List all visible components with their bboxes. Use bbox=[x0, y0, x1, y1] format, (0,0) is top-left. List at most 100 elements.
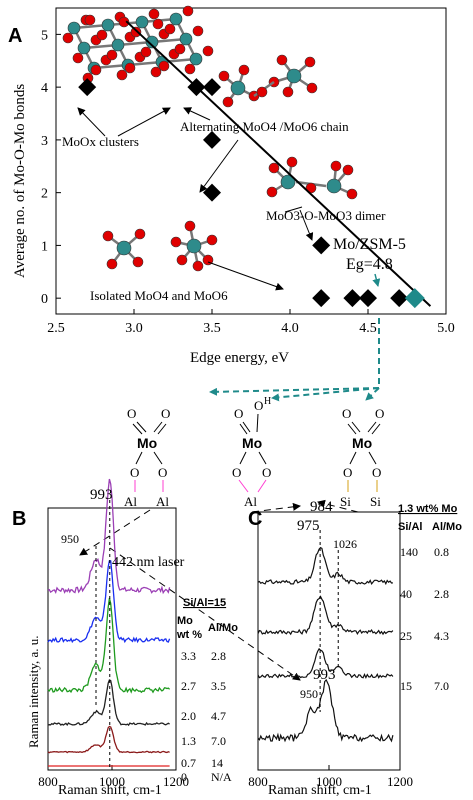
annotation-clusters: MoOx clusters bbox=[62, 134, 139, 149]
peak-label-950-c: 950 bbox=[300, 687, 318, 701]
svg-text:Mo: Mo bbox=[242, 435, 262, 451]
x-tick-label-c: 800 bbox=[248, 774, 268, 789]
x-axis-label-c: Raman shift, cm-1 bbox=[268, 783, 372, 798]
svg-text:O: O bbox=[232, 465, 241, 480]
atom bbox=[189, 52, 203, 66]
atom bbox=[140, 46, 152, 58]
svg-text:O: O bbox=[342, 406, 351, 421]
atom bbox=[276, 54, 288, 66]
atom bbox=[67, 21, 81, 35]
atom bbox=[202, 45, 214, 57]
spectrum-b bbox=[47, 725, 170, 754]
atom bbox=[304, 56, 316, 68]
dimer-structure bbox=[266, 156, 358, 200]
atom bbox=[186, 238, 202, 254]
x-axis-label-a: Edge energy, eV bbox=[190, 350, 289, 366]
svg-text:Al: Al bbox=[156, 494, 169, 509]
atom bbox=[342, 164, 354, 176]
atom bbox=[179, 32, 193, 46]
spectrum-b bbox=[47, 679, 170, 727]
si-al-value: 25 bbox=[400, 629, 412, 643]
atom bbox=[286, 68, 302, 84]
x-tick-label-b: 800 bbox=[38, 774, 58, 789]
atom bbox=[170, 236, 182, 248]
y-tick-label-a: 3 bbox=[41, 134, 48, 149]
panel-c: C 800 1000 1200 984 975 1026 993 950 1.3 w… bbox=[248, 499, 462, 798]
al-mo-value-c: 7.0 bbox=[434, 679, 449, 693]
panel-label-a: A bbox=[8, 25, 22, 47]
svg-text:Al: Al bbox=[124, 494, 137, 509]
x-tick-label-c: 1000 bbox=[316, 774, 342, 789]
mozsm5-label: Mo/ZSM-5 bbox=[333, 236, 406, 253]
peak-label-975: 975 bbox=[297, 518, 320, 534]
atom bbox=[192, 260, 204, 272]
x-tick-label-a: 3.0 bbox=[125, 321, 143, 336]
table-c: 140 0.8 40 2.8 25 4.3 15 7.0 bbox=[400, 545, 449, 693]
panel-a: A 2.5 3.0 3.5 4.0 4.5 5.0 0 1 2 3 4 5 Edge energy, … bbox=[8, 5, 455, 366]
data-point bbox=[312, 289, 331, 308]
si-al-value: 15 bbox=[400, 679, 412, 693]
atom bbox=[206, 234, 218, 246]
axis-ticks-c: 800 1000 1200 bbox=[248, 765, 413, 789]
table-b: 3.3 2.8 2.7 3.5 2.0 4.7 1.3 7.0 0.7 14 0 N/A bbox=[181, 649, 232, 784]
peak-label-1026: 1026 bbox=[333, 537, 357, 551]
x-tick-label-a: 4.5 bbox=[359, 321, 377, 336]
data-point bbox=[78, 78, 97, 97]
al-mo-value-c: 0.8 bbox=[434, 545, 449, 559]
atom bbox=[135, 15, 149, 29]
atom bbox=[268, 162, 280, 174]
annotation-arrows bbox=[77, 107, 314, 291]
atom bbox=[130, 26, 142, 38]
table-title-c: 1.3 wt% Mo bbox=[398, 503, 458, 515]
atom bbox=[346, 188, 358, 200]
y-tick-label-a: 5 bbox=[41, 28, 48, 43]
data-points-a bbox=[78, 78, 425, 309]
col-mo-header: Mo bbox=[177, 615, 193, 627]
atom bbox=[182, 5, 194, 17]
mo-wt-value: 2.7 bbox=[181, 679, 196, 693]
atom bbox=[134, 228, 146, 240]
structure-al-al: O O Mo O O Al Al bbox=[124, 406, 170, 509]
spectrum-c bbox=[257, 595, 394, 636]
atom bbox=[174, 43, 186, 55]
svg-text:O: O bbox=[158, 465, 167, 480]
x-axis-label-b: Raman shift, cm-1 bbox=[58, 783, 162, 798]
al-mo-value-c: 2.8 bbox=[434, 587, 449, 601]
mozsm5-arrow bbox=[372, 273, 381, 287]
mo-wt-value: 2.0 bbox=[181, 709, 196, 723]
al-mo-value-b: N/A bbox=[211, 770, 232, 784]
peak-label-993-c: 993 bbox=[313, 667, 336, 683]
spectra-b bbox=[47, 478, 171, 770]
al-mo-value-b: 7.0 bbox=[211, 734, 226, 748]
spectrum-b bbox=[47, 598, 171, 694]
svg-text:O: O bbox=[161, 406, 170, 421]
eg-label: Eg=4.8 bbox=[346, 256, 393, 273]
atom bbox=[192, 25, 204, 37]
annotation-chain: Alternating MoO4 /MoO6 chain bbox=[180, 119, 349, 134]
atom bbox=[72, 52, 84, 64]
spectrum-b bbox=[47, 478, 171, 595]
alternating-chain-structure bbox=[218, 54, 318, 108]
y-tick-label-a: 2 bbox=[41, 187, 48, 202]
col-mo-header-2: wt % bbox=[176, 629, 202, 641]
svg-text:Al: Al bbox=[244, 494, 257, 509]
data-point bbox=[359, 289, 377, 308]
spectrum-c bbox=[257, 678, 394, 743]
svg-text:O: O bbox=[372, 465, 381, 480]
atom bbox=[84, 14, 96, 26]
annotation-dimer: MoO3-O-MoO3 dimer bbox=[266, 208, 386, 223]
structure-si-si: O O Mo O O Si Si bbox=[340, 406, 384, 509]
al-mo-value-b: 2.8 bbox=[211, 649, 226, 663]
peak-label-984: 984 bbox=[310, 499, 333, 515]
atom bbox=[326, 178, 342, 194]
x-tick-label-b: 1000 bbox=[99, 774, 125, 789]
atom bbox=[238, 64, 250, 76]
atom bbox=[280, 174, 296, 190]
svg-text:O: O bbox=[262, 465, 271, 480]
atom bbox=[286, 156, 298, 168]
y-tick-label-a: 4 bbox=[41, 81, 48, 96]
si-al-value: 140 bbox=[400, 545, 418, 559]
atom bbox=[266, 186, 278, 198]
svg-text:O: O bbox=[254, 398, 263, 413]
atom bbox=[101, 18, 115, 32]
